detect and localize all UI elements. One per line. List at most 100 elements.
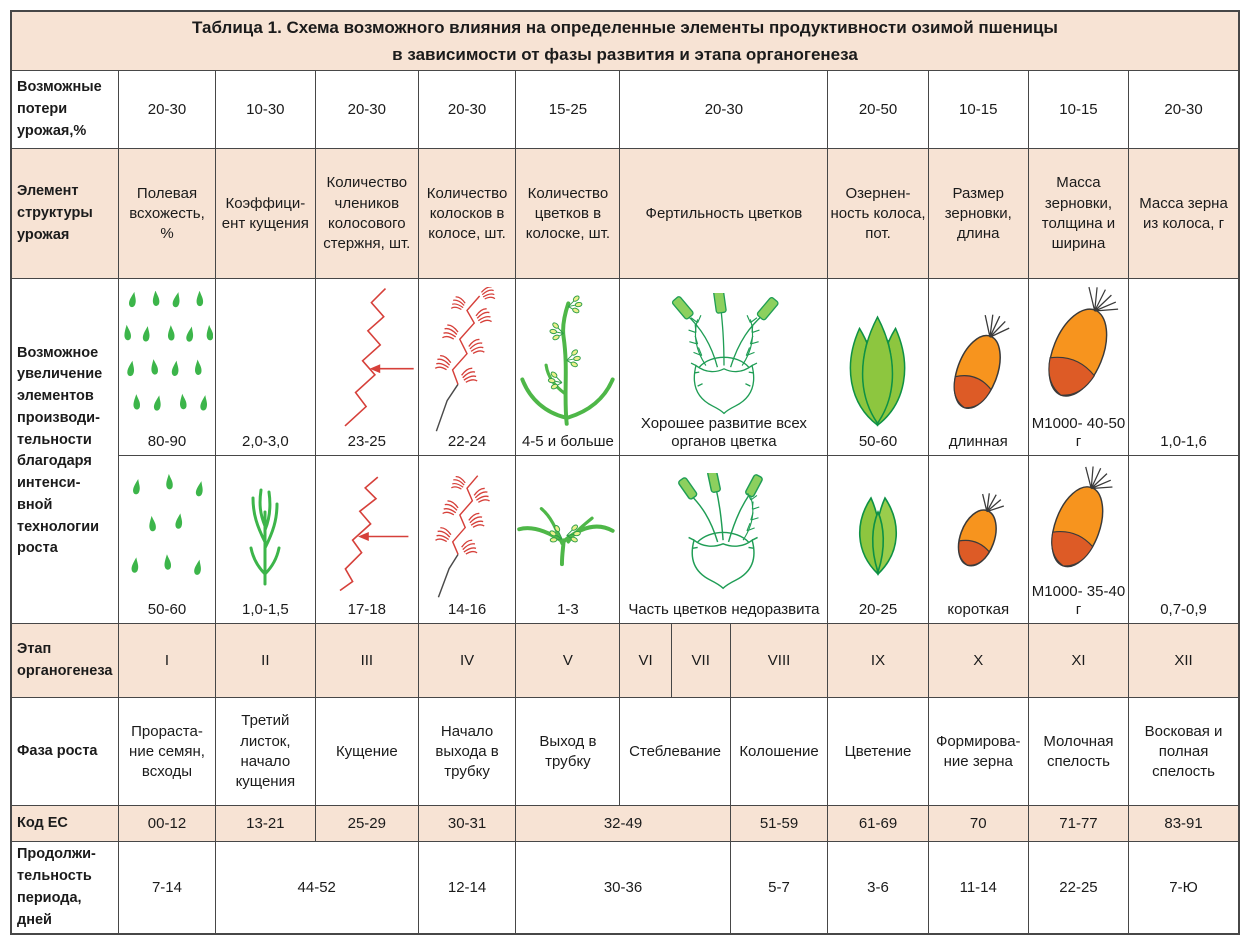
illustration-cell: 1,0-1,6 xyxy=(1128,278,1240,457)
duration-value: 44-52 xyxy=(214,841,419,935)
stage-value: IX xyxy=(827,623,929,699)
phase-value: Выход в трубку xyxy=(515,697,621,807)
ec-value: 30-31 xyxy=(417,805,517,843)
duration-value: 12-14 xyxy=(417,841,517,935)
cell-value: М1000- 40-50 г xyxy=(1031,415,1126,451)
cell-value: М1000- 35-40 г xyxy=(1031,583,1126,619)
element-value: Размер зерновки, длина xyxy=(927,148,1029,280)
illustration-cell: 1-3 xyxy=(515,455,621,625)
cell-value: 4-5 и больше xyxy=(521,433,614,451)
yield-losses-row: Возможные потери урожая,% 20-30 10-30 20… xyxy=(10,70,1240,150)
duration-value: 7-14 xyxy=(118,841,216,935)
cell-value: длинная xyxy=(948,433,1008,451)
element-value: Коэффици- ент кущения xyxy=(214,148,316,280)
cell-value: 1,0-1,6 xyxy=(1160,433,1207,451)
stage-value: VIII xyxy=(729,623,829,699)
phase-value: Прораста- ние семян, всходы xyxy=(118,697,216,807)
element-value: Количество члеников колосового стержня, … xyxy=(314,148,419,280)
stage-value: XII xyxy=(1128,623,1240,699)
ec-value: 13-21 xyxy=(214,805,316,843)
illustration-cell: 17-18 xyxy=(314,455,419,625)
stage-value: XI xyxy=(1027,623,1130,699)
stage-value: X xyxy=(927,623,1029,699)
element-value: Масса зерна из колоса, г xyxy=(1128,148,1240,280)
duration-value: 3-6 xyxy=(827,841,929,935)
cell-value: 0,7-0,9 xyxy=(1160,601,1207,619)
row-label-elements: Элемент структуры урожая xyxy=(10,148,120,280)
illustration-cell: Хорошее развитие всех органов цветка xyxy=(619,278,829,457)
ec-value: 25-29 xyxy=(314,805,419,843)
illustration-cell: 0,7-0,9 xyxy=(1128,455,1240,625)
rachis-zigzag-arrow-short-illustration xyxy=(316,463,417,601)
duration-value: 30-36 xyxy=(515,841,731,935)
ec-value: 51-59 xyxy=(729,805,829,843)
illustration-cell: 80-90 xyxy=(118,278,216,457)
losses-value: 20-30 xyxy=(118,70,216,150)
grain-short-illustration xyxy=(929,463,1027,601)
seeds-dense-illustration xyxy=(120,291,214,433)
row-label-losses: Возможные потери урожая,% xyxy=(10,70,120,150)
duration-value: 5-7 xyxy=(729,841,829,935)
illustration-cell: М1000- 40-50 г xyxy=(1027,278,1130,457)
flower-organs-underdeveloped-illustration xyxy=(621,463,827,601)
illustration-cell: 23-25 xyxy=(314,278,419,457)
duration-value: 7-Ю xyxy=(1128,841,1240,935)
cell-value: Хорошее развитие всех органов цветка xyxy=(640,415,807,451)
illustration-cell: М1000- 35-40 г xyxy=(1027,455,1130,625)
ear-leaf-cluster-small-illustration xyxy=(829,463,927,601)
cell-value: 20-25 xyxy=(858,601,898,619)
element-value: Озернен- ность колоса, пот. xyxy=(827,148,929,280)
cell-value: 50-60 xyxy=(858,433,898,451)
row-label-ec: Код ЕС xyxy=(10,805,120,843)
grain-m1000-medium-illustration xyxy=(1029,461,1127,583)
increase-row-intensive: Возможное увеличение элементов производи… xyxy=(10,278,1240,625)
growth-phase-row: Фаза роста Прораста- ние семян, всходы Т… xyxy=(10,697,1240,807)
stage-value: VII xyxy=(670,623,731,699)
phase-value: Цветение xyxy=(827,697,929,807)
flower-organs-complete-illustration xyxy=(621,293,827,415)
ec-value: 32-49 xyxy=(515,805,731,843)
illustration-cell: 22-24 xyxy=(417,278,517,457)
ec-value: 71-77 xyxy=(1027,805,1130,843)
cell-value: 17-18 xyxy=(347,601,386,619)
phase-value: Восковая и полная спелость xyxy=(1128,697,1240,807)
period-duration-row: Продолжи- тельность периода, дней 7-14 4… xyxy=(10,841,1240,935)
table-title: Таблица 1. Схема возможного влияния на о… xyxy=(10,10,1240,72)
cell-value: 80-90 xyxy=(147,433,187,451)
illustration-cell: длинная xyxy=(927,278,1029,457)
table-title-line2: в зависимости от фазы развития и этапа о… xyxy=(392,45,858,65)
element-value: Полевая всхожесть, % xyxy=(118,148,216,280)
row-label-duration: Продолжи- тельность периода, дней xyxy=(10,841,120,935)
row-label-phase: Фаза роста xyxy=(10,697,120,807)
cell-value: 1-3 xyxy=(557,601,579,619)
increase-row-baseline: 50-60 1,0-1,5 xyxy=(11,455,1240,625)
illustration-cell: 50-60 xyxy=(118,455,216,625)
illustration-cell: 4-5 и больше xyxy=(515,278,621,457)
ear-leaf-cluster-large-illustration xyxy=(829,295,927,433)
ec-value: 83-91 xyxy=(1128,805,1240,843)
stage-value: IV xyxy=(417,623,517,699)
losses-value: 10-15 xyxy=(927,70,1029,150)
element-value: Фертильность цветков xyxy=(619,148,829,280)
losses-value: 10-15 xyxy=(1027,70,1130,150)
yield-structure-row: Элемент структуры урожая Полевая всхожес… xyxy=(10,148,1240,280)
duration-value: 11-14 xyxy=(927,841,1029,935)
losses-value: 15-25 xyxy=(515,70,621,150)
spike-spikelets-large-illustration xyxy=(419,287,515,433)
losses-value: 20-30 xyxy=(619,70,829,150)
duration-value: 22-25 xyxy=(1027,841,1130,935)
ec-value: 70 xyxy=(927,805,1029,843)
phase-value: Формирова- ние зерна xyxy=(927,697,1029,807)
phase-value: Стеблевание xyxy=(619,697,731,807)
empty-illustration xyxy=(1130,295,1238,433)
losses-value: 20-30 xyxy=(417,70,517,150)
element-value: Масса зерновки, толщина и ширина xyxy=(1027,148,1130,280)
cell-value: 50-60 xyxy=(147,601,187,619)
stage-value: III xyxy=(314,623,419,699)
stage-value: VI xyxy=(619,623,672,699)
stage-value: II xyxy=(214,623,316,699)
phase-value: Кущение xyxy=(314,697,419,807)
illustration-cell: 1,0-1,5 xyxy=(214,455,316,625)
illustration-cell: 20-25 xyxy=(827,455,929,625)
